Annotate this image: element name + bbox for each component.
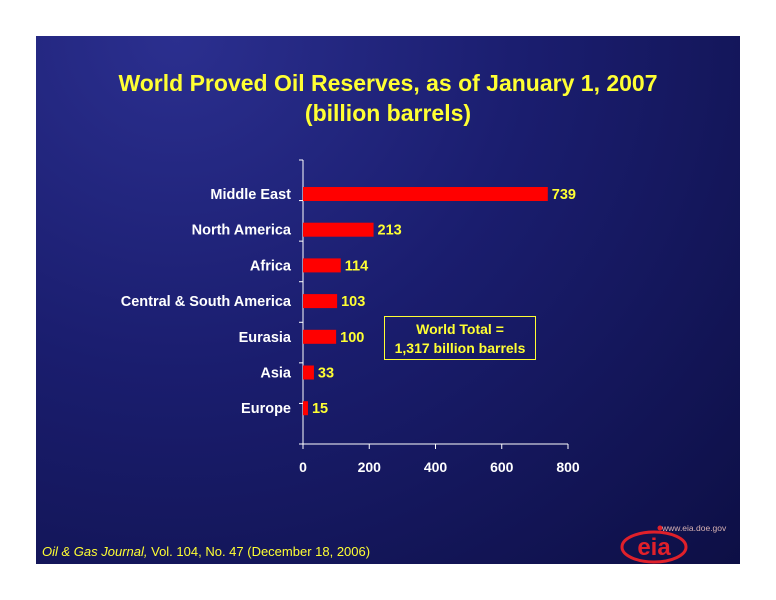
annotation-line2: 1,317 billion barrels	[394, 340, 526, 356]
value-label: 739	[552, 187, 576, 203]
bar	[303, 258, 341, 273]
value-label: 100	[340, 330, 364, 346]
category-label: Europe	[241, 401, 291, 417]
bar	[303, 329, 337, 344]
value-label: 114	[345, 258, 368, 274]
chart-axes: 0 200 400 600 800	[299, 159, 580, 475]
logo-text: eia	[637, 534, 671, 561]
value-label: 213	[378, 223, 402, 239]
category-label: Asia	[260, 366, 292, 382]
chart-subtitle: (billion barrels)	[304, 100, 472, 126]
world-total-annotation: World Total = 1,317 billion barrels	[384, 316, 536, 360]
bar	[303, 401, 308, 416]
value-label: 33	[318, 366, 334, 382]
source-journal: Oil & Gas Journal,	[42, 544, 148, 559]
value-label: 15	[312, 401, 328, 417]
x-tick-label: 600	[490, 459, 514, 475]
category-label: Eurasia	[239, 330, 292, 346]
x-tick-label: 400	[424, 459, 448, 475]
chart-bars: Middle East 739 North America 213 Africa 114 C…	[121, 187, 576, 417]
bar	[303, 187, 548, 201]
source-citation: Oil & Gas Journal, Vol. 104, No. 47 (Dec…	[42, 544, 370, 559]
bar	[303, 294, 338, 309]
eia-logo-icon: eia	[620, 525, 688, 564]
category-label: Middle East	[210, 187, 291, 203]
x-tick-label: 800	[556, 459, 580, 475]
x-tick-label: 200	[358, 459, 382, 475]
source-details: Vol. 104, No. 47 (December 18, 2006)	[147, 544, 371, 559]
slide: World Proved Oil Reserves, as of January…	[36, 36, 740, 564]
category-label: Central & South America	[121, 294, 292, 310]
eia-url: www.eia.doe.gov	[662, 523, 727, 533]
category-label: North America	[192, 223, 292, 239]
category-label: Africa	[250, 258, 292, 274]
annotation-line1: World Total =	[416, 321, 504, 337]
value-label: 103	[341, 294, 365, 310]
bar	[303, 365, 314, 380]
chart-title: World Proved Oil Reserves, as of January…	[118, 70, 658, 96]
x-tick-label: 0	[299, 459, 307, 475]
bar	[303, 222, 374, 237]
bar-chart: 0 200 400 600 800 Middle East 739 North Americ…	[121, 159, 580, 475]
